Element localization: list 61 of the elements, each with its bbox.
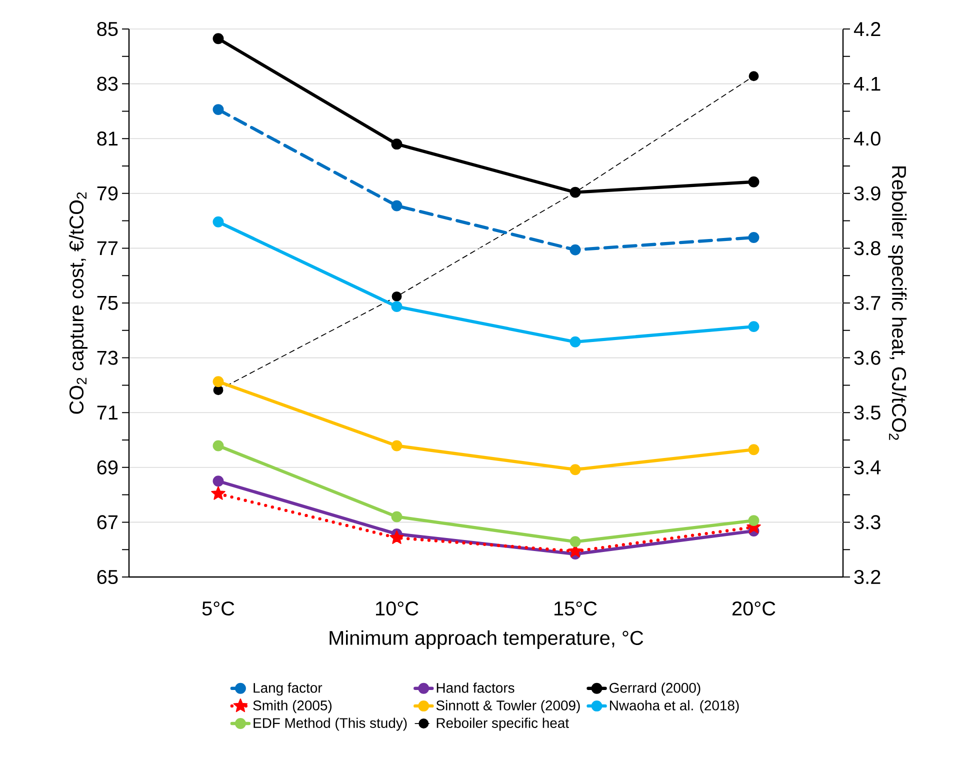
point [390,530,404,544]
y2-tick-label: 4.0 [854,132,880,146]
point [212,376,224,388]
point [748,321,760,332]
legend-label: Reboiler specific heat [436,718,569,731]
point [391,200,402,212]
y2-tick-label: 3.7 [854,296,880,310]
point [391,511,402,522]
y2-tick-label: 4.2 [854,22,880,36]
y-tick-label: 77 [97,241,118,256]
y-tick-label: 71 [97,406,118,420]
y-tick-label: 81 [97,132,118,146]
point [570,464,581,476]
point [748,71,759,82]
x-tick-label: 15°C [554,601,597,616]
y2-tick-label: 3.8 [854,241,880,256]
y2-axis-title: Reboiler specific heat, GJ/tCO$_{2}$ [888,166,907,440]
point [212,33,224,44]
point [391,138,402,150]
y2-tick-label: 3.5 [854,406,880,420]
point [391,301,402,312]
y2-tick-label: 3.3 [854,515,880,530]
y-tick-label: 85 [97,22,118,36]
y-tick-label: 69 [97,460,118,474]
legend-label: Lang factor [254,682,322,696]
point [570,536,581,548]
y-tick-label: 65 [97,570,118,584]
legend-label: Smith (2005) [253,700,332,714]
legend-label: EDF Method (This study) [254,718,407,731]
point [391,440,402,452]
y-tick-label: 67 [97,515,118,530]
point [212,440,224,452]
legend-label: Hand factors [436,682,514,693]
y-tick-label: 73 [97,350,118,365]
point [212,104,224,116]
legend-label: Nwaoha et al. (2018) [610,700,739,714]
point [748,176,760,188]
legend-label: Sinnott & Towler (2009) [436,700,580,714]
x-axis-title: Minimum approach temperature, °C [330,630,644,649]
y2-tick-label: 3.2 [854,570,880,584]
point [212,216,224,228]
point [748,444,760,456]
y2-tick-label: 3.6 [854,350,880,365]
x-tick-label: 10°C [376,601,418,616]
point [570,244,581,256]
y-tick-label: 75 [97,296,118,310]
point [211,486,226,500]
y-axis-title: CO$_{2}$ capture cost, €/tCO$_{2}$ [68,192,88,414]
point [570,336,581,348]
y2-tick-label: 3.9 [854,186,880,200]
y2-tick-label: 4.1 [854,76,880,91]
point [748,232,760,243]
point [748,515,760,526]
x-tick-label: 20°C [732,601,776,616]
legend-label: Gerrard (2000) [610,682,700,696]
x-tick-label: 5°C [202,601,234,616]
point [212,476,224,487]
point [392,291,402,302]
y-tick-label: 83 [97,76,118,91]
y2-tick-label: 3.4 [854,460,881,474]
y-tick-label: 79 [97,186,118,200]
